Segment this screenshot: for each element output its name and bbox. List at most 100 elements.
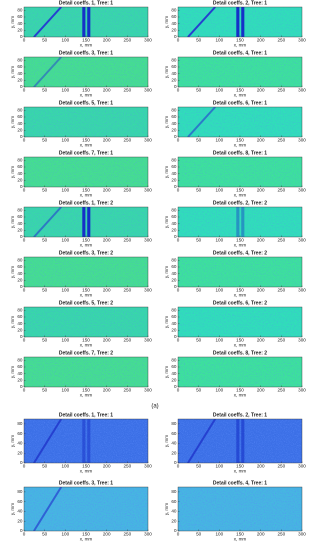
x-axis-label: x, mm (234, 43, 247, 48)
y-tick-label: 20 (17, 178, 23, 183)
diagonal (187, 419, 217, 463)
y-tick-label: 0 (174, 528, 177, 533)
y-axis-label: y, mm (164, 503, 169, 515)
y-axis-label: y, mm (164, 166, 169, 178)
panel-title: Detail coeffs. 3, Tree: 1 (59, 480, 113, 486)
x-tick-label: 250 (123, 88, 131, 93)
panel: Detail coeffs. 3, Tree: 10 50 100 150 200 250… (10, 480, 152, 541)
diagonal (33, 57, 62, 87)
y-tick-label: 0 (20, 334, 23, 339)
x-tick-label: 50 (196, 532, 202, 537)
x-axis-label: x, mm (234, 243, 247, 248)
x-tick-label: 0 (23, 238, 26, 243)
heatmap (178, 487, 302, 531)
x-axis-label: x, mm (234, 293, 247, 298)
panel: Detail coeffs. 8, Tree: 1 0 50 100 150 200 250… (164, 150, 306, 197)
y-tick-label: 80 (171, 108, 177, 113)
x-tick-label: 200 (257, 188, 265, 193)
x-tick-label: 300 (144, 138, 152, 143)
y-tick-label: 40 (17, 509, 23, 514)
x-tick-label: 200 (257, 532, 265, 537)
y-tick-label: 40 (17, 221, 23, 226)
x-tick-label: 200 (103, 464, 111, 469)
x-tick-label: 250 (123, 338, 131, 343)
y-tick-label: 60 (17, 364, 23, 369)
y-tick-label: 40 (17, 71, 23, 76)
heatmap (24, 7, 148, 37)
x-tick-label: 150 (236, 288, 244, 293)
y-tick-label: 20 (171, 378, 177, 383)
y-axis-label: y, mm (164, 366, 169, 378)
y-tick-label: 20 (171, 178, 177, 183)
heatmap (178, 419, 302, 463)
x-tick-label: 300 (144, 238, 152, 243)
y-tick-label: 80 (171, 8, 177, 13)
x-tick-label: 300 (144, 532, 152, 537)
y-tick-label: 20 (17, 228, 23, 233)
y-tick-label: 40 (17, 21, 23, 26)
x-tick-label: 100 (61, 388, 69, 393)
y-axis-label: y, mm (164, 316, 169, 328)
x-axis-label: x, mm (80, 293, 93, 298)
heatmap-noise (24, 7, 148, 37)
x-tick-label: 200 (103, 88, 111, 93)
x-tick-label: 150 (82, 138, 90, 143)
y-axis-label: y, mm (164, 16, 169, 28)
x-tick-label: 150 (82, 88, 90, 93)
x-tick-label: 300 (298, 464, 306, 469)
x-tick-label: 50 (42, 388, 48, 393)
x-tick-label: 200 (103, 238, 111, 243)
y-axis-label: y, mm (10, 66, 15, 78)
y-tick-label: 40 (171, 221, 177, 226)
panel: Detail coeffs. 3, Tree: 10 50 100 150 200 250… (10, 50, 152, 97)
stripe (82, 207, 86, 237)
x-axis-label: x, mm (234, 343, 247, 348)
heatmap (178, 357, 302, 387)
y-tick-label: 60 (171, 114, 177, 119)
y-axis-label: y, mm (10, 216, 15, 228)
stripe (82, 7, 86, 37)
x-tick-label: 50 (42, 338, 48, 343)
y-tick-label: 60 (171, 14, 177, 19)
panel-title: Detail coeffs. 8, Tree: 1 (213, 150, 267, 156)
y-tick-label: 60 (17, 14, 23, 19)
x-axis-label: x, mm (80, 193, 93, 198)
y-tick-label: 20 (171, 518, 177, 523)
y-tick-label: 80 (17, 208, 23, 213)
heatmap (178, 157, 302, 187)
y-tick-label: 80 (171, 358, 177, 363)
x-tick-label: 0 (177, 38, 180, 43)
y-tick-label: 40 (171, 321, 177, 326)
x-tick-label: 150 (236, 464, 244, 469)
x-tick-label: 200 (103, 188, 111, 193)
x-tick-label: 50 (42, 288, 48, 293)
panel: Detail coeffs. 5, Tree: 2 0 50 100 150 200 250… (10, 300, 152, 347)
x-tick-label: 0 (23, 464, 26, 469)
panel: Detail coeffs. 6, Tree: 2 0 50 100 150 200 250… (164, 300, 306, 347)
panel: Detail coeffs. 1, Tree: 1 0 50 100 150 200 250… (10, 0, 152, 47)
x-tick-label: 300 (144, 38, 152, 43)
panel: Detail coeffs. 2, Tree: 2 0 50 100 150 200 250… (164, 200, 306, 247)
heatmap (24, 157, 148, 187)
x-tick-label: 50 (42, 238, 48, 243)
x-tick-label: 200 (257, 38, 265, 43)
x-tick-label: 50 (42, 188, 48, 193)
stripe (241, 207, 245, 237)
panel-title: Detail coeffs. 2, Tree: 2 (213, 200, 267, 206)
y-tick-label: 60 (17, 64, 23, 69)
heatmap-noise (178, 257, 302, 287)
x-tick-label: 0 (23, 388, 26, 393)
x-tick-label: 300 (298, 138, 306, 143)
y-tick-label: 20 (17, 28, 23, 33)
y-axis-label: y, mm (164, 266, 169, 278)
x-tick-label: 100 (61, 238, 69, 243)
panel-title: Detail coeffs. 2, Tree: 1 (213, 0, 267, 6)
x-tick-label: 100 (61, 464, 69, 469)
y-tick-label: 0 (174, 334, 177, 339)
panel: Detail coeffs. 4, Tree: 1 0 50 100 150 200 250… (164, 50, 306, 97)
heatmap-noise (178, 7, 302, 37)
x-tick-label: 250 (123, 532, 131, 537)
heatmap (24, 57, 148, 87)
heatmap-noise (24, 307, 148, 337)
y-tick-label: 40 (171, 371, 177, 376)
